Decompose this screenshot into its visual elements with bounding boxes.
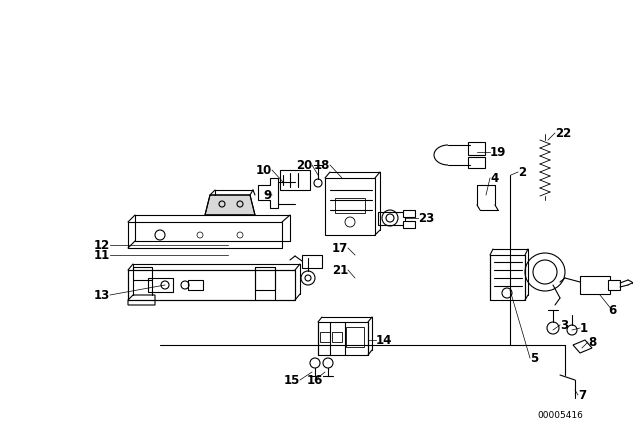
Polygon shape bbox=[378, 212, 405, 225]
Bar bbox=[346, 327, 364, 347]
Polygon shape bbox=[403, 221, 415, 228]
Text: 21: 21 bbox=[332, 263, 348, 276]
Polygon shape bbox=[128, 222, 282, 248]
Bar bbox=[188, 280, 202, 290]
Bar bbox=[320, 332, 330, 342]
Polygon shape bbox=[318, 322, 368, 355]
Bar bbox=[335, 198, 365, 212]
Polygon shape bbox=[205, 195, 255, 215]
Text: 19: 19 bbox=[490, 146, 506, 159]
Text: 16: 16 bbox=[307, 374, 323, 387]
Polygon shape bbox=[573, 340, 592, 353]
Text: 10: 10 bbox=[256, 164, 272, 177]
Bar bbox=[332, 332, 342, 342]
Polygon shape bbox=[403, 210, 415, 217]
Bar bbox=[280, 170, 310, 190]
Text: 2: 2 bbox=[518, 165, 526, 178]
Bar bbox=[147, 278, 173, 292]
Text: 9: 9 bbox=[264, 189, 272, 202]
Polygon shape bbox=[325, 178, 375, 235]
Text: 17: 17 bbox=[332, 241, 348, 254]
Text: 18: 18 bbox=[314, 159, 330, 172]
Text: 1: 1 bbox=[580, 322, 588, 335]
Text: 6: 6 bbox=[608, 303, 616, 316]
Bar bbox=[580, 276, 610, 294]
Polygon shape bbox=[258, 178, 278, 208]
Text: 12: 12 bbox=[93, 238, 110, 251]
Text: 7: 7 bbox=[578, 388, 586, 401]
Text: 14: 14 bbox=[376, 333, 392, 346]
Text: 8: 8 bbox=[588, 336, 596, 349]
Text: 13: 13 bbox=[93, 289, 110, 302]
Text: 00005416: 00005416 bbox=[537, 410, 583, 419]
Text: 23: 23 bbox=[418, 211, 435, 224]
Text: 4: 4 bbox=[490, 172, 499, 185]
Polygon shape bbox=[468, 157, 485, 168]
Polygon shape bbox=[490, 255, 525, 300]
Text: 20: 20 bbox=[296, 159, 312, 172]
Text: 15: 15 bbox=[284, 374, 300, 387]
Polygon shape bbox=[302, 255, 322, 268]
Polygon shape bbox=[128, 270, 295, 300]
Text: 3: 3 bbox=[560, 319, 568, 332]
Text: 11: 11 bbox=[93, 249, 110, 262]
Text: 5: 5 bbox=[530, 352, 538, 365]
Text: 22: 22 bbox=[555, 126, 572, 139]
Polygon shape bbox=[468, 142, 485, 155]
Polygon shape bbox=[608, 280, 620, 290]
